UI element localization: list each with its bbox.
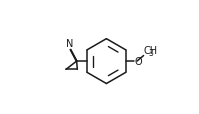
Text: 3: 3 bbox=[149, 49, 153, 57]
Text: CH: CH bbox=[144, 46, 158, 56]
Text: O: O bbox=[135, 57, 142, 66]
Text: N: N bbox=[66, 39, 74, 49]
